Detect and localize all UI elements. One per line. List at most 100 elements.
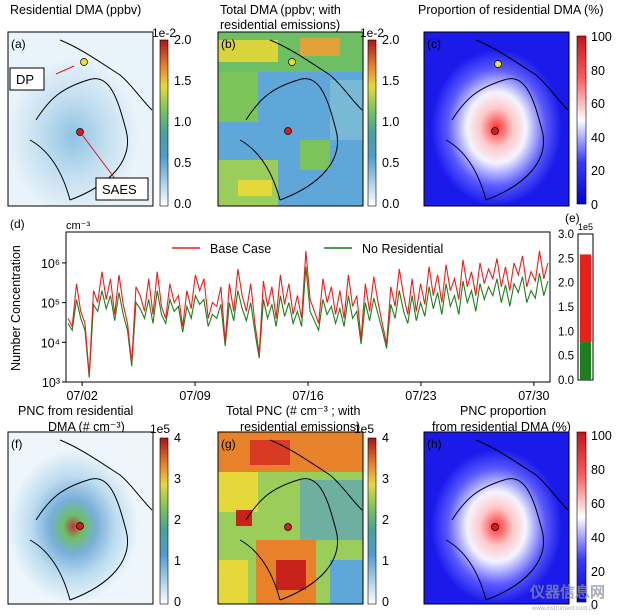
- cb-tick: 40: [591, 531, 605, 545]
- cb-tick: 0: [382, 595, 389, 609]
- cb-tick: 2: [174, 513, 181, 527]
- watermark: 仪器信息网 www.instrument.com.cn: [529, 583, 605, 612]
- panel-f-letter: (f): [11, 437, 22, 451]
- site-saes-marker: [491, 127, 499, 135]
- panel-c: Proportion of residential DMA (%) (c) 10…: [418, 3, 612, 212]
- panel-b-map: [217, 31, 364, 207]
- panel-e: (e) 1e5 3.0 2.5 2.0 1.5 1.0 0.5 0.0: [558, 211, 594, 387]
- panel-d-letter: (d): [10, 217, 25, 231]
- panel-g-colorbar: [367, 437, 377, 605]
- panel-f-map: [7, 431, 154, 605]
- watermark-sub: www.instrument.com.cn: [531, 606, 595, 612]
- panel-b: Total DMA (ppbv; with residential emissi…: [217, 3, 399, 211]
- cb-tick: 0.0: [382, 197, 399, 211]
- panel-a-title: Residential DMA (ppbv): [10, 3, 141, 17]
- cb-tick: 0.0: [174, 197, 191, 211]
- bar-y-tick-label: 1.0: [558, 326, 574, 338]
- bar-no-residential: [580, 342, 591, 380]
- cb-tick: 4: [174, 431, 181, 445]
- x-axis-ticks: 07/02 07/09 07/16 07/23 07/30: [66, 382, 550, 403]
- saes-callout-label: SAES: [102, 182, 137, 197]
- panel-d-unit: cm⁻³: [66, 220, 90, 232]
- saes-callout-box: [95, 177, 149, 201]
- x-tick-label: 07/16: [292, 389, 323, 403]
- watermark-text: 仪器信息网: [529, 583, 605, 601]
- panel-b-colorbar: [367, 39, 377, 207]
- panel-c-letter: (c): [427, 37, 441, 51]
- y-tick-label: 10⁵: [41, 297, 60, 311]
- panel-b-letter: (b): [221, 37, 236, 51]
- cb-tick: 20: [591, 164, 605, 178]
- bar-base-case: [580, 254, 591, 343]
- panel-h-title-line1: PNC proportion: [460, 404, 546, 418]
- cb-tick: 1.5: [382, 74, 399, 88]
- panel-b-title-line2: residential emissions): [220, 18, 340, 32]
- panel-a: Residential DMA (ppbv) DP SAES (a) 1e-2 …: [7, 3, 191, 211]
- cb-tick: 4: [382, 431, 389, 445]
- cb-tick: 1: [174, 554, 181, 568]
- cb-tick: 0.5: [174, 156, 191, 170]
- panel-h-map: [423, 431, 570, 605]
- x-tick-label: 07/09: [179, 389, 210, 403]
- cb-tick: 80: [591, 463, 605, 477]
- panel-g-title-line2: residential emissions): [240, 420, 360, 434]
- panel-f: PNC from residential DMA (# cm⁻³) (f) 1e…: [7, 404, 181, 609]
- cb-tick: 0: [174, 595, 181, 609]
- cb-tick: 20: [591, 565, 605, 579]
- panel-c-title: Proportion of residential DMA (%): [418, 3, 604, 17]
- panel-a-cb-exp: 1e-2: [152, 26, 176, 40]
- panel-f-title-line2: DMA (# cm⁻³): [48, 420, 125, 434]
- panel-c-map: [423, 31, 570, 207]
- panel-h-cb-ticks: 100 80 60 40 20 0: [591, 429, 612, 612]
- panel-b-cb-ticks: 2.0 1.5 1.0 0.5 0.0: [382, 33, 399, 211]
- panel-a-colorbar: [159, 39, 169, 207]
- panel-b-cb-exp: 1e-2: [360, 26, 384, 40]
- cb-tick: 2.0: [382, 33, 399, 47]
- site-dp-marker: [80, 58, 88, 66]
- panel-h: PNC proportion from residential DMA (%) …: [423, 404, 612, 612]
- cb-tick: 0: [591, 598, 598, 612]
- panel-f-cb-ticks: 4 3 2 1 0: [174, 431, 181, 609]
- panel-e-letter: (e): [565, 211, 580, 225]
- panel-b-title-line1: Total DMA (ppbv; with: [220, 3, 341, 17]
- cb-tick: 40: [591, 131, 605, 145]
- cb-tick: 1.5: [174, 74, 191, 88]
- cb-tick: 2: [382, 513, 389, 527]
- cb-tick: 1: [382, 554, 389, 568]
- panel-f-colorbar: [159, 437, 169, 605]
- panel-h-letter: (h): [427, 437, 442, 451]
- bar-y-tick-label: 0.0: [558, 375, 574, 387]
- site-saes-marker: [491, 523, 499, 531]
- site-saes-marker: [76, 522, 84, 530]
- bar-y-tick-label: 3.0: [558, 229, 574, 241]
- cb-tick: 60: [591, 497, 605, 511]
- cb-tick: 3: [174, 472, 181, 486]
- panel-g: Total PNC (# cm⁻³ ; with residential emi…: [217, 404, 389, 609]
- site-dp-marker: [288, 58, 296, 66]
- x-tick-label: 07/23: [405, 389, 436, 403]
- cb-tick: 80: [591, 64, 605, 78]
- panel-d: (d) cm⁻³ Number Concentration 10⁶10⁵10⁴1…: [9, 217, 551, 403]
- site-dp-marker: [494, 60, 502, 68]
- panel-h-title-line2: from residential DMA (%): [432, 420, 571, 434]
- coastline: [445, 439, 569, 601]
- cb-tick: 0.5: [382, 156, 399, 170]
- cb-tick: 1.0: [382, 115, 399, 129]
- cb-tick: 100: [591, 30, 612, 44]
- panel-g-letter: (g): [221, 437, 236, 451]
- bar-y-tick-label: 1.5: [558, 302, 574, 314]
- legend-label-noresid: No Residential: [362, 242, 443, 256]
- y-tick-label: 10³: [42, 376, 60, 390]
- panel-g-cb-exp: 1e5: [354, 422, 374, 436]
- legend-label-base: Base Case: [210, 242, 271, 256]
- dp-arrow: [55, 65, 75, 75]
- panel-h-colorbar: [576, 431, 587, 603]
- x-tick-label: 07/30: [518, 389, 549, 403]
- panel-g-cb-ticks: 4 3 2 1 0: [382, 431, 389, 609]
- series-line-no-residential: [67, 266, 549, 378]
- series-line-base-case: [67, 250, 549, 376]
- coastline: [29, 39, 153, 201]
- dp-callout-label: DP: [16, 72, 34, 87]
- bar-y-tick-label: 2.5: [558, 253, 574, 265]
